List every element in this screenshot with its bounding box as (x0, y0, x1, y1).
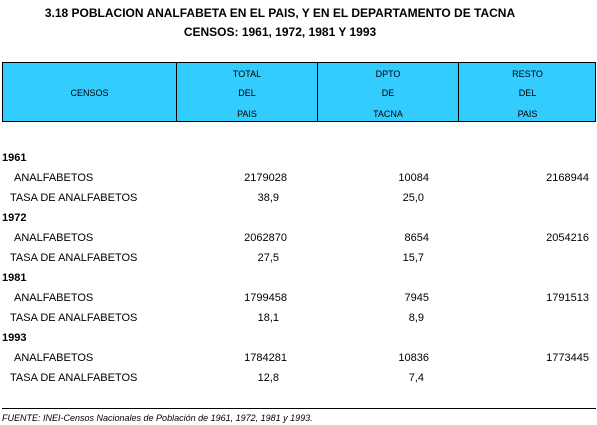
cell: 1799458 (244, 292, 287, 304)
row-label: TASA DE ANALFABETOS (10, 252, 138, 264)
column-header: DEL (238, 88, 256, 98)
cell: 18,1 (257, 312, 279, 324)
cell: 2054216 (546, 232, 589, 244)
cell: 25,0 (402, 192, 424, 204)
cell: 10084 (398, 172, 429, 184)
year: 1993 (2, 332, 27, 344)
cell: 7,4 (408, 372, 424, 384)
column-header: TACNA (373, 109, 403, 119)
column-header: TOTAL (232, 69, 262, 79)
cell: 15,7 (402, 252, 424, 264)
title: 3.18 POBLACION ANALFABETA EN EL PAIS, Y … (44, 6, 516, 20)
cell: 10836 (398, 352, 429, 364)
cell: 2179028 (244, 172, 287, 184)
row-label: ANALFABETOS (14, 172, 94, 184)
row-label: ANALFABETOS (14, 232, 94, 244)
footer: FUENTE: INEI-Censos Nacionales de Poblac… (2, 413, 313, 423)
subtitle: CENSOS: 1961, 1972, 1981 Y 1993 (183, 25, 377, 39)
year: 1961 (2, 152, 27, 164)
year: 1972 (2, 212, 27, 224)
column-header: DPTO (375, 69, 401, 79)
divider (458, 63, 459, 121)
cell: 1784281 (244, 352, 287, 364)
column-header: PAIS (517, 109, 538, 119)
cell: 38,9 (257, 192, 279, 204)
cell: 2062870 (244, 232, 287, 244)
column-header: DEL (518, 88, 537, 98)
cell: 1791513 (546, 292, 589, 304)
table-header: CENSOS TOTAL DEL PAIS DPTO DE TACNA RESTO DEL PAI… (2, 62, 596, 122)
cell: 1773445 (546, 352, 589, 364)
cell: 12,8 (257, 372, 279, 384)
divider (176, 63, 177, 121)
column-header: CENSOS (70, 88, 109, 98)
cell: 27,5 (257, 252, 279, 264)
row-label: ANALFABETOS (14, 292, 94, 304)
cell: 8654 (404, 232, 429, 244)
rule (2, 408, 596, 409)
column-header: PAIS (237, 109, 257, 119)
row-label: ANALFABETOS (14, 352, 94, 364)
cell: 8,9 (408, 312, 424, 324)
cell: 7945 (404, 292, 429, 304)
column-header: RESTO (512, 69, 543, 79)
year: 1981 (2, 272, 27, 284)
row-label: TASA DE ANALFABETOS (10, 372, 138, 384)
row-label: TASA DE ANALFABETOS (10, 312, 138, 324)
divider (317, 63, 318, 121)
column-header: DE (381, 88, 395, 98)
cell: 2168944 (546, 172, 589, 184)
row-label: TASA DE ANALFABETOS (10, 192, 138, 204)
